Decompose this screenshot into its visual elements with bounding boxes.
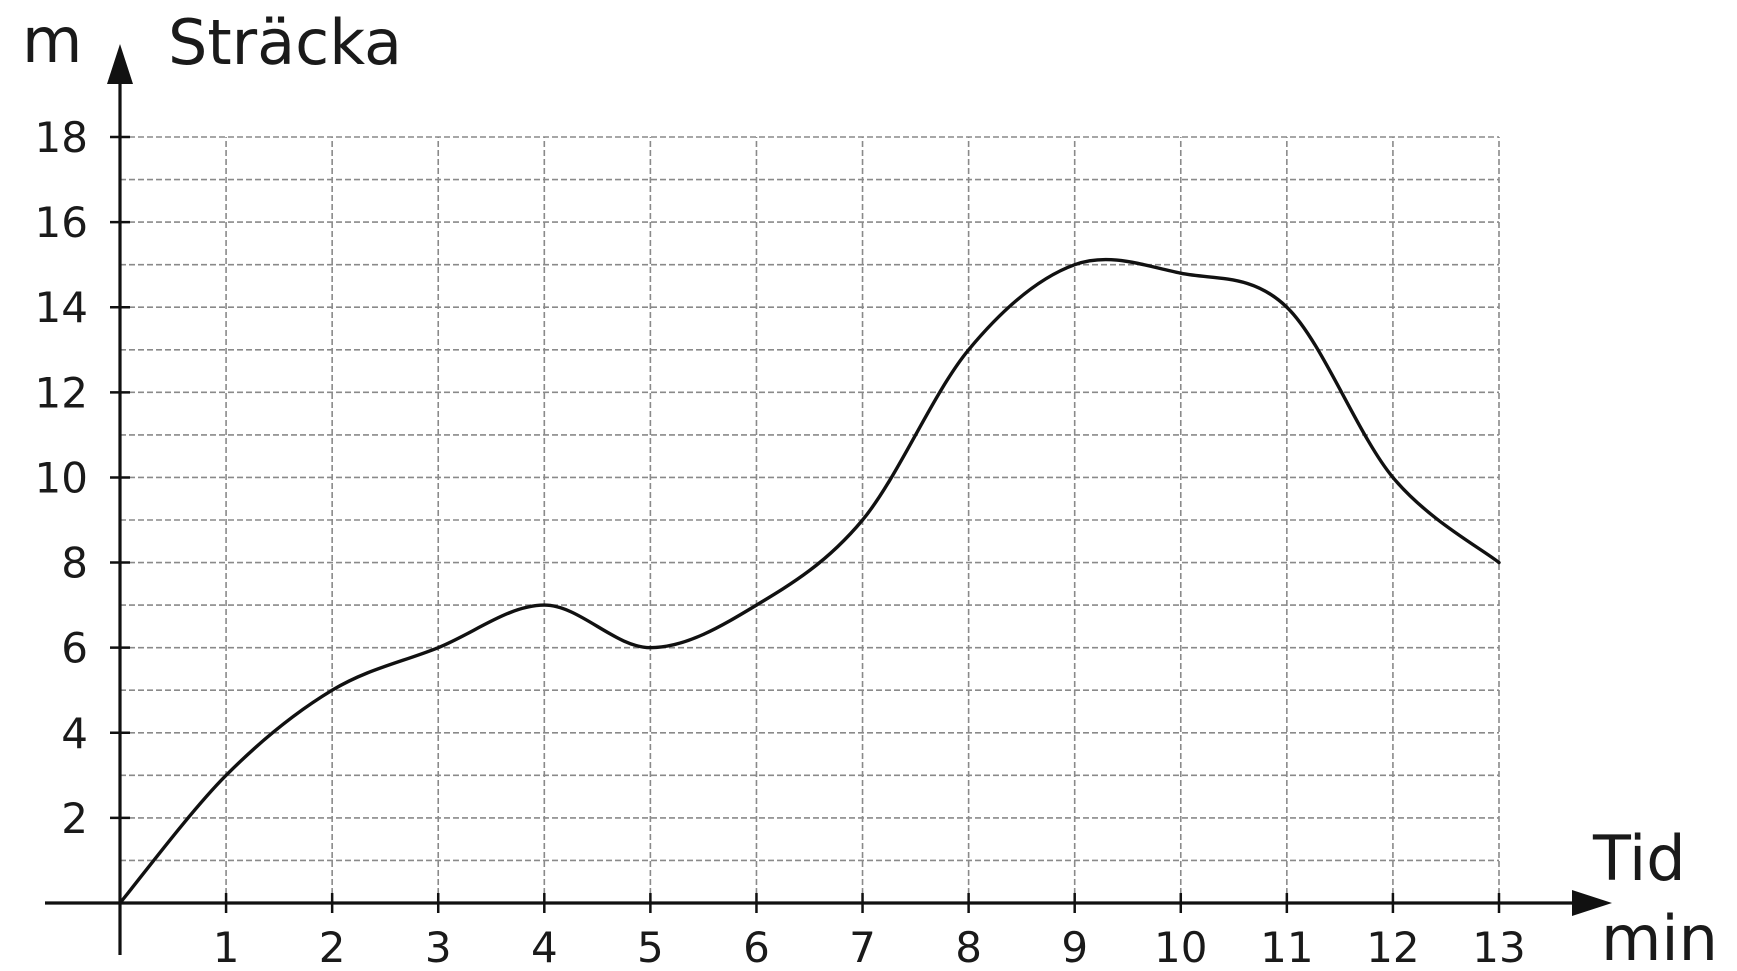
x-tick-label: 11 <box>1260 923 1313 971</box>
x-tick-label: 12 <box>1366 923 1419 971</box>
y-tick-label: 18 <box>35 113 88 162</box>
y-tick-label: 8 <box>61 539 88 588</box>
x-tick-label: 13 <box>1472 923 1525 971</box>
x-axis-unit: min <box>1601 902 1718 971</box>
series-group <box>118 257 1501 905</box>
x-tick-label: 6 <box>743 923 770 971</box>
x-axis-arrow-icon <box>1572 890 1612 916</box>
x-tick-label: 5 <box>637 923 664 971</box>
x-tick-label: 1 <box>213 923 240 971</box>
y-axis-label: Sträcka <box>168 6 402 79</box>
x-tick-label: 2 <box>319 923 346 971</box>
y-tick-label: 14 <box>35 283 88 332</box>
x-tick-label: 3 <box>425 923 452 971</box>
series-line <box>118 257 1501 905</box>
y-tick-labels: 2 4 6 8 10 12 14 16 18 <box>35 113 130 843</box>
axes <box>45 44 1612 955</box>
y-tick-label: 2 <box>61 794 88 843</box>
grid <box>120 136 1500 903</box>
y-tick-label: 6 <box>61 624 88 673</box>
y-tick-label: 12 <box>35 368 88 417</box>
x-axis-label: Tid <box>1592 822 1686 895</box>
x-tick-labels: 1 2 3 4 5 6 7 8 9 10 11 12 13 <box>213 893 1526 971</box>
x-tick-label: 8 <box>955 923 982 971</box>
x-tick-label: 4 <box>531 923 558 971</box>
y-axis-arrow-icon <box>107 44 133 84</box>
x-tick-label: 9 <box>1061 923 1088 971</box>
x-tick-label: 7 <box>849 923 876 971</box>
y-tick-label: 16 <box>35 198 88 247</box>
y-tick-label: 4 <box>61 709 88 758</box>
x-tick-label: 10 <box>1154 923 1207 971</box>
y-tick-label: 10 <box>35 453 88 502</box>
y-axis-unit: m <box>22 4 82 77</box>
